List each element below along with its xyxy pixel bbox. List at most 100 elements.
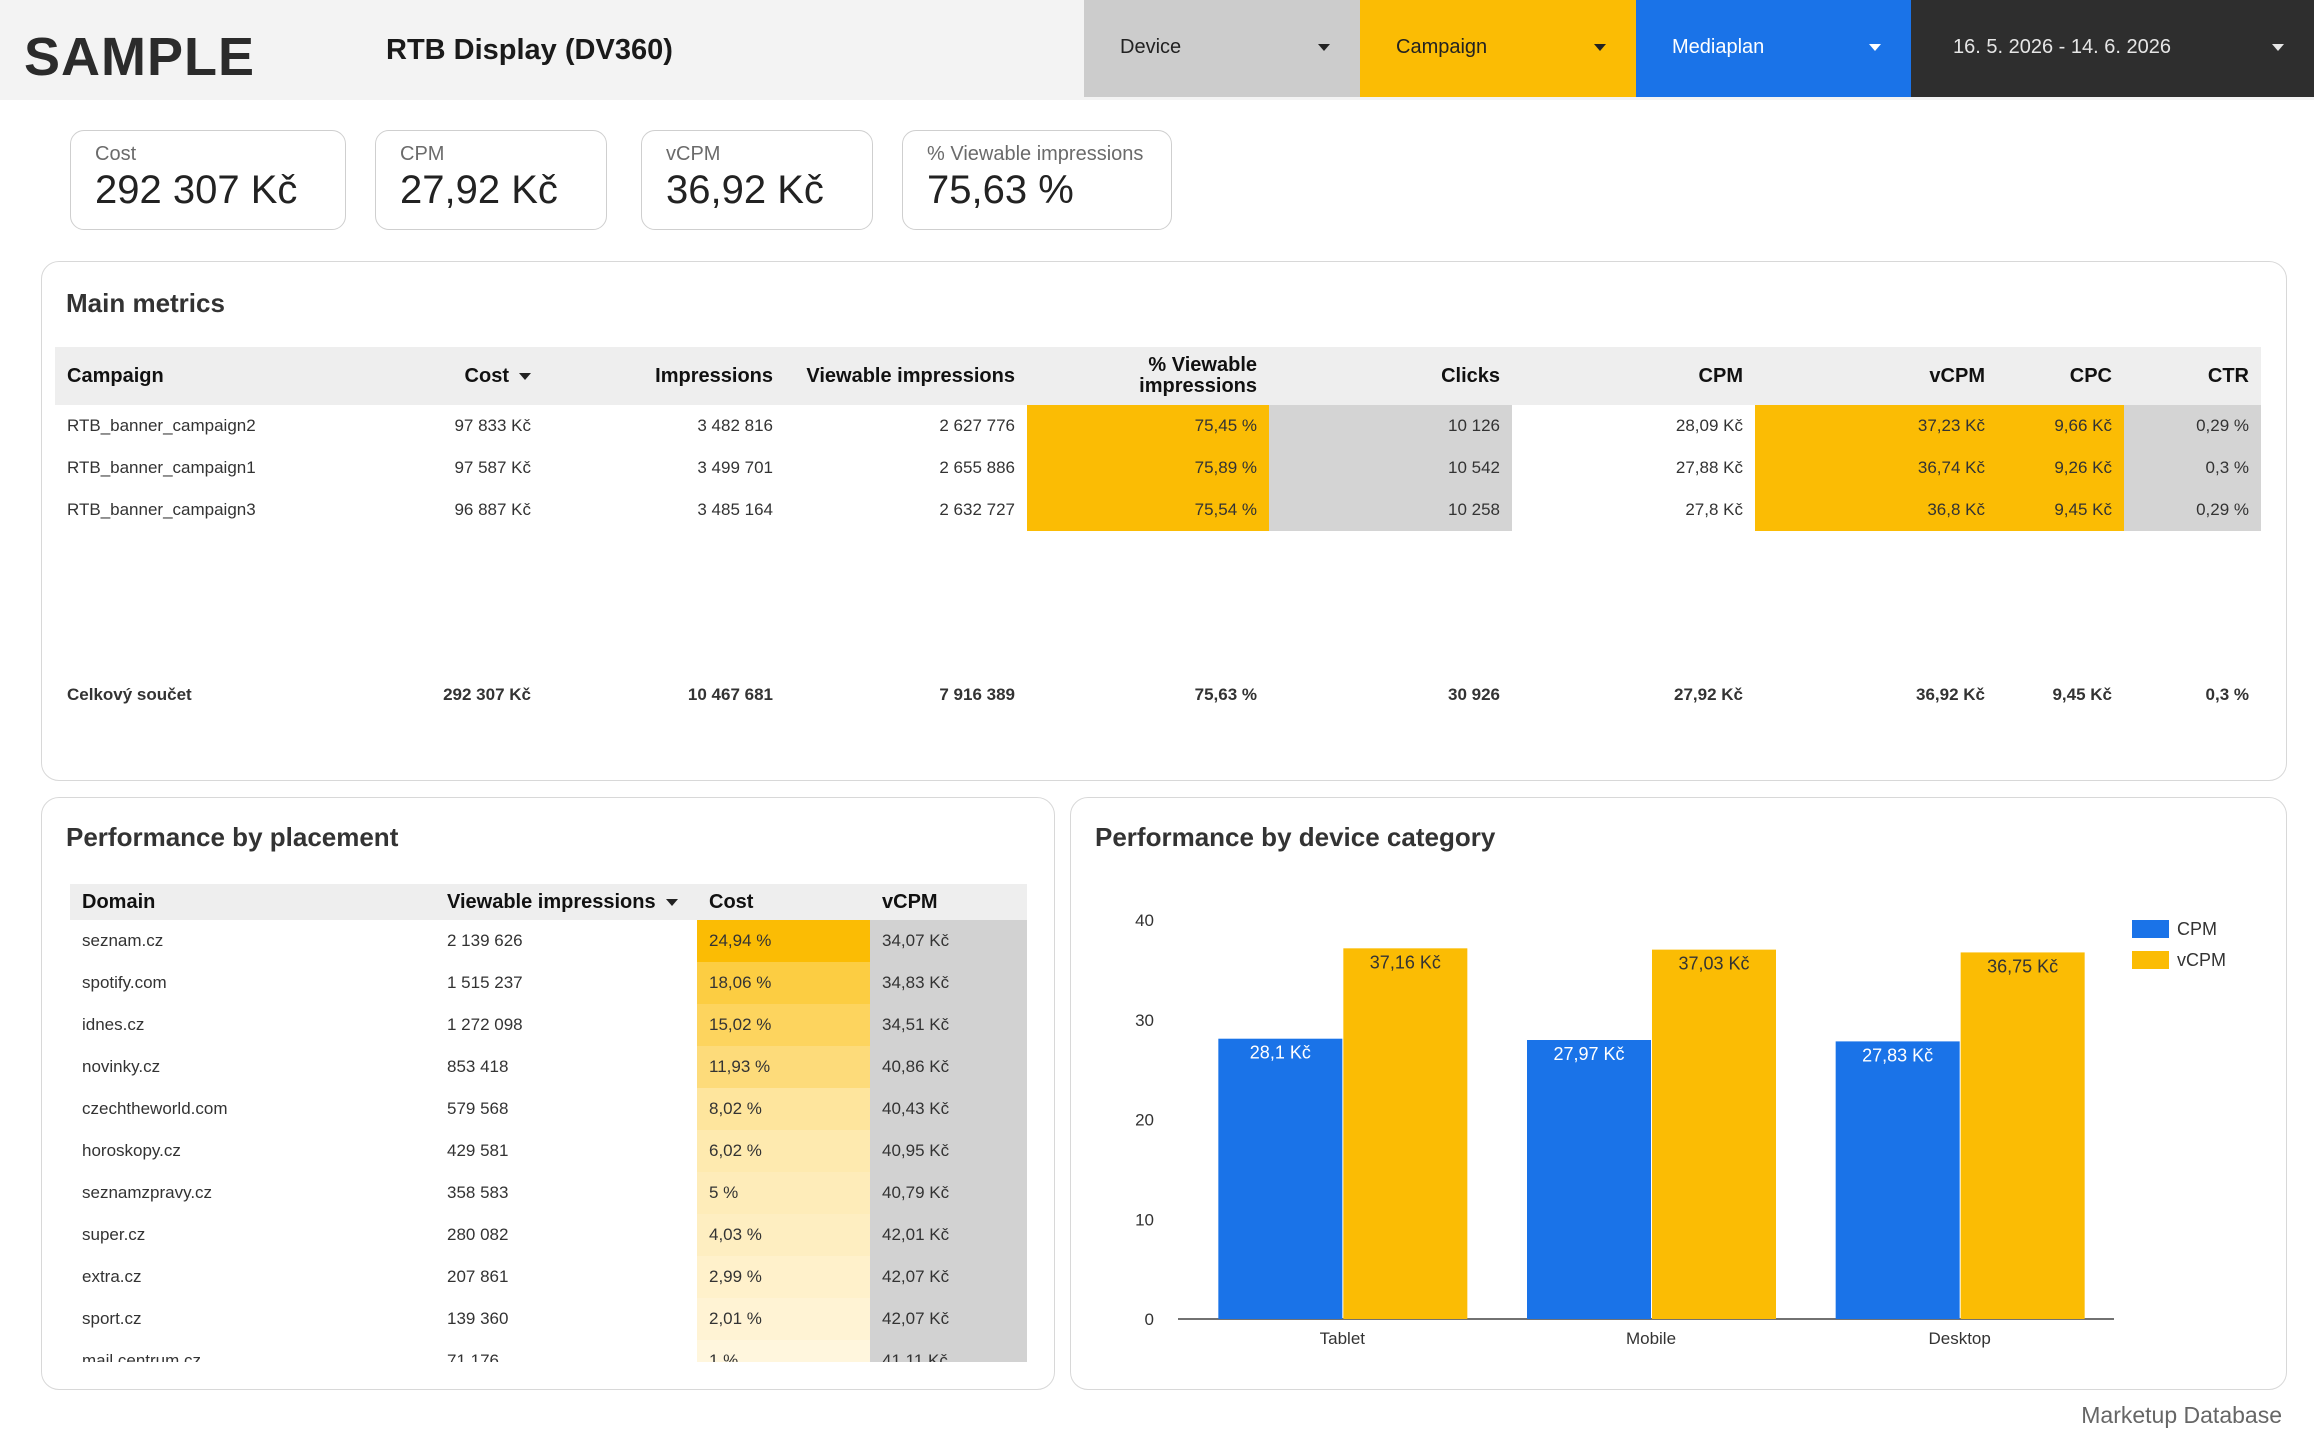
cell-campaign: RTB_banner_campaign2 [67,416,256,435]
table-header-row: Domain Viewable impressions Cost vCPM [70,884,1027,920]
column-header[interactable]: Domain [70,884,435,920]
cell-impressions: 3 482 816 [697,416,773,435]
kpi-label: % Viewable impressions [927,143,1144,165]
cell-domain: spotify.com [82,973,167,992]
table-row[interactable]: novinky.cz 853 418 11,93 % 40,86 Kč [70,1046,1027,1088]
cell-cost-share: 24,94 % [697,920,870,962]
empty-space [55,531,2261,675]
cell-vcpm: 42,07 Kč [870,1298,1027,1340]
table-spacer [55,531,2261,675]
total-viewable: 7 916 389 [939,685,1015,704]
date-range-label: 16. 5. 2026 - 14. 6. 2026 [1953,36,2171,58]
report-title: RTB Display (DV360) [386,34,673,66]
cell-viewable: 139 360 [447,1309,509,1328]
table-row[interactable]: spotify.com 1 515 237 18,06 % 34,83 Kč [70,962,1027,1004]
cell-cost-share: 1 % [697,1340,870,1362]
column-header[interactable]: vCPM [870,884,1027,920]
legend-label: vCPM [2177,950,2226,970]
cell-cpc: 9,26 Kč [1997,447,2124,489]
cell-cost-share: 2,01 % [697,1298,870,1340]
cell-domain: seznamzpravy.cz [82,1183,213,1202]
chevron-down-icon [2272,44,2284,51]
cell-clicks: 10 258 [1269,489,1512,531]
kpi-value: 75,63 % [927,168,1074,212]
placement-table-scroll[interactable]: Domain Viewable impressions Cost vCPM se… [70,884,1027,1362]
table-row[interactable]: super.cz 280 082 4,03 % 42,01 Kč [70,1214,1027,1256]
date-range-picker[interactable]: 16. 5. 2026 - 14. 6. 2026 [1911,0,2314,97]
column-header[interactable]: Campaign [55,347,369,405]
chevron-down-icon [1869,44,1881,51]
y-tick-label: 10 [1135,1210,1154,1229]
column-header[interactable]: CPC [1997,347,2124,405]
total-vcpm: 36,92 Kč [1916,685,1985,704]
mediaplan-filter-dropdown[interactable]: Mediaplan [1636,0,1911,97]
column-header[interactable]: CPM [1512,347,1755,405]
cell-domain: mail.centrum.cz [82,1351,202,1362]
table-row[interactable]: horoskopy.cz 429 581 6,02 % 40,95 Kč [70,1130,1027,1172]
cell-impressions: 3 499 701 [697,458,773,477]
total-impressions: 10 467 681 [687,685,773,704]
column-header-label: Cost [464,364,509,387]
cell-domain: seznam.cz [82,931,164,950]
cell-domain: novinky.cz [82,1057,161,1076]
table-header-row: Campaign Cost Impressions Viewable impre… [55,347,2261,405]
cell-viewable-pct: 75,45 % [1027,405,1269,447]
cell-vcpm: 36,74 Kč [1755,447,1997,489]
cell-cost-share: 8,02 % [697,1088,870,1130]
y-tick-label: 40 [1135,911,1154,930]
chevron-down-icon [1318,44,1330,51]
column-header-sorted[interactable]: Cost [369,347,543,405]
column-header[interactable]: Clicks [1269,347,1512,405]
y-tick-label: 20 [1135,1111,1154,1130]
column-header[interactable]: CTR [2124,347,2261,405]
table-row[interactable]: RTB_banner_campaign1 97 587 Kč 3 499 701… [55,447,2261,489]
column-header[interactable]: vCPM [1755,347,1997,405]
table-row[interactable]: czechtheworld.com 579 568 8,02 % 40,43 Kč [70,1088,1027,1130]
cell-domain: czechtheworld.com [82,1099,228,1118]
kpi-label: vCPM [666,143,721,165]
sort-descending-icon [519,372,531,380]
table-row[interactable]: idnes.cz 1 272 098 15,02 % 34,51 Kč [70,1004,1027,1046]
cell-vcpm: 40,86 Kč [870,1046,1027,1088]
cell-vcpm: 34,07 Kč [870,920,1027,962]
table-row[interactable]: seznamzpravy.cz 358 583 5 % 40,79 Kč [70,1172,1027,1214]
total-ctr: 0,3 % [2205,685,2249,704]
column-header[interactable]: Cost [697,884,870,920]
table-row[interactable]: seznam.cz 2 139 626 24,94 % 34,07 Kč [70,920,1027,962]
cell-viewable: 2 632 727 [939,500,1015,519]
cell-viewable: 2 655 886 [939,458,1015,477]
cell-cost-share: 5 % [697,1172,870,1214]
kpi-value: 36,92 Kč [666,168,824,212]
data-label: 27,83 Kč [1862,1045,1933,1065]
cell-cpm: 27,8 Kč [1685,500,1743,519]
cell-cost: 97 833 Kč [454,416,531,435]
cell-vcpm: 36,8 Kč [1755,489,1997,531]
table-row[interactable]: RTB_banner_campaign2 97 833 Kč 3 482 816… [55,405,2261,447]
cell-vcpm: 34,51 Kč [870,1004,1027,1046]
cell-domain: horoskopy.cz [82,1141,181,1160]
kpi-card-viewable: % Viewable impressions 75,63 % [902,130,1172,230]
device-filter-dropdown[interactable]: Device [1084,0,1360,97]
cell-vcpm: 41,11 Kč [870,1340,1027,1362]
column-header[interactable]: Impressions [543,347,785,405]
cell-cost-share: 18,06 % [697,962,870,1004]
data-label: 37,03 Kč [1678,954,1749,974]
panel-title: Main metrics [66,288,225,318]
bar-vcpm-mobile [1652,949,1776,1319]
table-row[interactable]: sport.cz 139 360 2,01 % 42,07 Kč [70,1298,1027,1340]
column-header[interactable]: % Viewable impressions [1027,347,1269,405]
logo: SAMPLE [24,27,256,87]
kpi-value: 292 307 Kč [95,168,298,212]
table-row[interactable]: RTB_banner_campaign3 96 887 Kč 3 485 164… [55,489,2261,531]
x-tick-label: Tablet [1320,1329,1366,1348]
cell-vcpm: 34,83 Kč [870,962,1027,1004]
cell-impressions: 3 485 164 [697,500,773,519]
cell-cost-share: 11,93 % [697,1046,870,1088]
column-header[interactable]: Viewable impressions [785,347,1027,405]
campaign-filter-dropdown[interactable]: Campaign [1360,0,1636,97]
table-row[interactable]: extra.cz 207 861 2,99 % 42,07 Kč [70,1256,1027,1298]
column-header-label: Viewable impressions [447,890,656,913]
kpi-card-cost: Cost 292 307 Kč [70,130,346,230]
column-header-sorted[interactable]: Viewable impressions [435,884,697,920]
table-row[interactable]: mail.centrum.cz 71 176 1 % 41,11 Kč [70,1340,1027,1362]
